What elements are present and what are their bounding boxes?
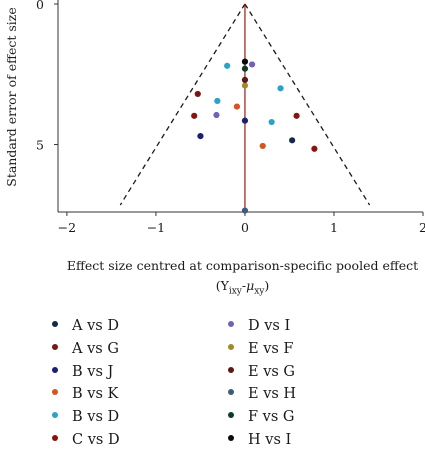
x-formula-sub: ixy	[228, 286, 242, 297]
data-point	[311, 145, 318, 152]
data-point	[241, 207, 249, 214]
data-point	[248, 61, 256, 68]
legend-marker	[228, 435, 234, 441]
legend-label: B vs D	[72, 409, 120, 426]
legend-marker	[228, 412, 234, 419]
legend-marker	[228, 321, 234, 327]
x-formula-part: )	[264, 278, 270, 293]
data-point	[268, 118, 275, 126]
x-axis-formula: (Yixy-μxy)	[0, 278, 425, 297]
legend-label: E vs F	[248, 340, 294, 357]
data-point	[241, 117, 249, 124]
legend-label: D vs I	[248, 318, 291, 334]
x-axis-label: Effect size centred at comparison-specif…	[66, 258, 419, 273]
data-point	[241, 65, 249, 72]
legend-label: B vs J	[72, 363, 114, 380]
legend-label: H vs I	[248, 432, 292, 448]
data-point	[293, 112, 300, 119]
data-point	[194, 90, 201, 98]
x-formula-sub: xy	[254, 286, 265, 297]
legend-marker	[228, 389, 234, 396]
data-point	[277, 85, 284, 92]
x-tick-label: 2	[419, 220, 425, 235]
legend-label: A vs G	[72, 340, 119, 357]
legend-label: C vs D	[72, 432, 120, 448]
data-point	[214, 97, 221, 105]
legend-item: C vs D	[52, 430, 120, 450]
data-point	[241, 76, 249, 83]
legend-item: E vs F	[228, 339, 294, 359]
legend-label: B vs K	[72, 386, 119, 403]
legend-label: F vs G	[248, 409, 295, 426]
legend-item: H vs I	[228, 430, 291, 450]
y-tick-label: 5	[36, 138, 44, 153]
legend-marker	[228, 366, 234, 373]
data-point	[213, 111, 220, 119]
legend-item: D vs I	[228, 316, 290, 336]
legend-item: A vs D	[52, 316, 119, 336]
data-point	[259, 142, 266, 150]
legend-item: B vs J	[52, 362, 113, 382]
data-point	[233, 103, 241, 110]
data-point	[241, 58, 249, 65]
data-points	[191, 58, 318, 214]
funnel-lines	[119, 3, 371, 206]
funnel-right-line	[244, 3, 371, 206]
legend-item: E vs H	[228, 384, 296, 404]
x-formula-part: (Y	[215, 278, 229, 293]
legend-item: F vs G	[228, 407, 295, 427]
funnel-left-line	[119, 3, 246, 206]
legend-marker	[52, 366, 58, 373]
data-point	[224, 62, 231, 69]
legend-item: A vs G	[52, 339, 119, 359]
x-tick-label: −1	[147, 220, 165, 235]
x-tick-label: −2	[58, 220, 76, 235]
axes	[54, 0, 424, 216]
legend-label: E vs H	[248, 386, 297, 403]
legend-marker	[52, 321, 58, 327]
legend-marker	[52, 412, 58, 419]
y-axis-label: Standard error of effect size	[4, 7, 19, 187]
data-point	[241, 82, 249, 89]
legend-label: E vs G	[248, 363, 296, 380]
legend-marker	[228, 343, 234, 350]
data-point	[197, 133, 204, 140]
y-tick-label: 0	[36, 0, 44, 12]
legend-marker	[52, 389, 58, 396]
x-formula-mu: μ	[246, 278, 255, 293]
x-formula-part: -	[241, 278, 247, 293]
legend-marker	[52, 343, 58, 350]
legend-item: B vs D	[52, 407, 119, 427]
x-tick-label: 1	[330, 220, 338, 235]
legend-marker	[52, 435, 58, 441]
legend-label: A vs D	[72, 318, 119, 334]
data-point	[191, 112, 198, 119]
data-point	[289, 137, 296, 144]
x-tick-label: 0	[241, 220, 249, 235]
funnel-plot: −2 −1 0 1 2 0 5 Standard error of effect size	[4, 0, 425, 235]
legend-item: E vs G	[228, 362, 295, 382]
tick-labels: −2 −1 0 1 2 0 5	[36, 0, 425, 235]
legend-item: B vs K	[52, 384, 118, 404]
